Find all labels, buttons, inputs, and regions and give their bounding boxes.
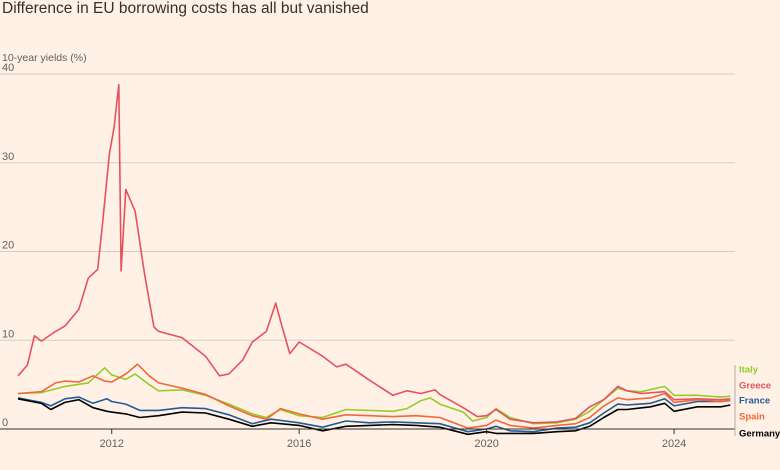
- axis-layer: 0 10 20 30 40 2012 2016 2020 2024: [0, 62, 735, 450]
- y-tick-label: 40: [2, 62, 14, 74]
- grid-layer: [0, 73, 735, 341]
- legend-label-france: France: [739, 396, 770, 407]
- legend-label-greece: Greece: [739, 381, 771, 392]
- legend-layer: Italy Greece France Spain Germany: [734, 365, 780, 440]
- legend-label-spain: Spain: [739, 412, 765, 423]
- series-line-greece: [17, 83, 731, 424]
- y-tick-label: 0: [2, 417, 8, 429]
- series-line-spain: [17, 363, 731, 429]
- legend-label-italy: Italy: [739, 365, 759, 376]
- chart-title: Difference in EU borrowing costs has all…: [2, 0, 369, 17]
- series-line-italy: [17, 367, 731, 425]
- x-tick-label: 2016: [287, 438, 311, 450]
- y-tick-label: 20: [2, 240, 14, 252]
- y-tick-label: 30: [2, 151, 14, 163]
- x-tick-label: 2024: [662, 438, 686, 450]
- series-layer: [17, 83, 731, 436]
- x-tick-label: 2012: [99, 438, 123, 450]
- legend-label-germany: Germany: [739, 429, 780, 440]
- x-tick-label: 2020: [474, 438, 498, 450]
- y-axis-label: 10-year yields (%): [2, 52, 87, 64]
- series-line-germany: [17, 398, 731, 436]
- y-tick-label: 10: [2, 328, 14, 340]
- series-line-france: [17, 396, 731, 433]
